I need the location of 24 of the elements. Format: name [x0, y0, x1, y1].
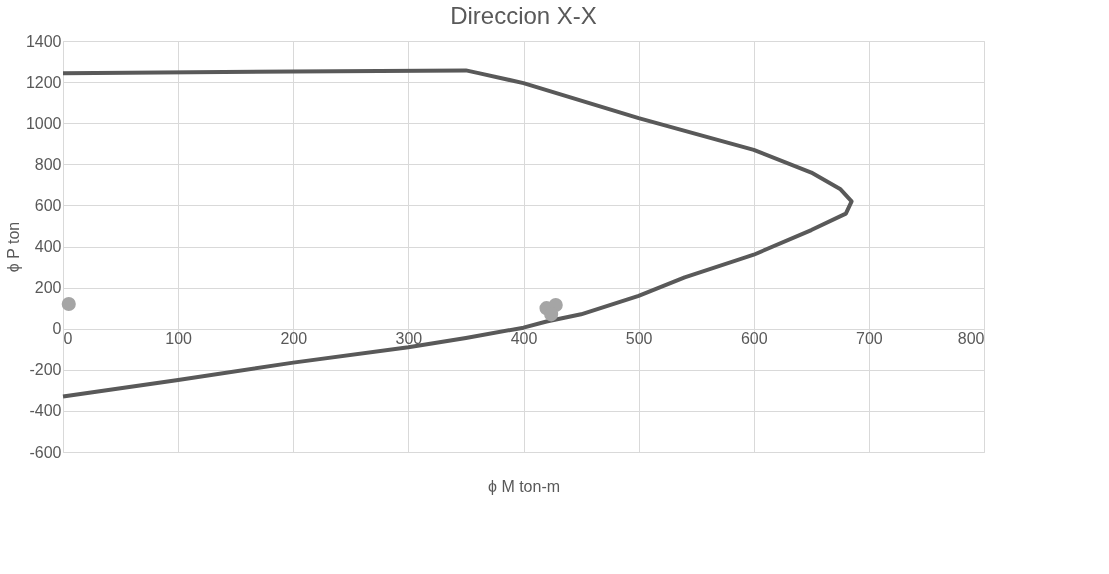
x-tick-label: 500: [625, 330, 653, 348]
x-tick-label: 200: [280, 330, 308, 348]
x-tick-label: 300: [395, 330, 423, 348]
y-tick-label: 200: [34, 279, 62, 297]
x-tick-label: 600: [740, 330, 768, 348]
x-tick-label: 100: [165, 330, 193, 348]
y-tick-label: -200: [29, 361, 62, 379]
x-tick-label: 400: [510, 330, 538, 348]
y-tick-label: 800: [34, 155, 62, 173]
x-tick-label: 0: [63, 330, 73, 348]
y-tick-label: 400: [34, 238, 62, 255]
y-tick-label: -600: [29, 443, 62, 461]
y-axis-title: ϕ P ton: [4, 221, 22, 273]
y-tick-label: -400: [29, 402, 62, 420]
x-tick-label: 700: [856, 330, 883, 348]
y-tick-label: 600: [34, 196, 62, 214]
line-series: [61, 68, 854, 399]
y-tick-label: 1400: [25, 32, 62, 50]
y-tick-label: 1200: [25, 73, 62, 91]
y-tick-label: 1000: [25, 114, 62, 132]
point: [61, 296, 76, 312]
x-axis-title: ϕ M ton-m: [487, 477, 561, 495]
chart-title: Direccion X-X: [450, 2, 597, 29]
x-tick-label: 800: [957, 330, 985, 348]
